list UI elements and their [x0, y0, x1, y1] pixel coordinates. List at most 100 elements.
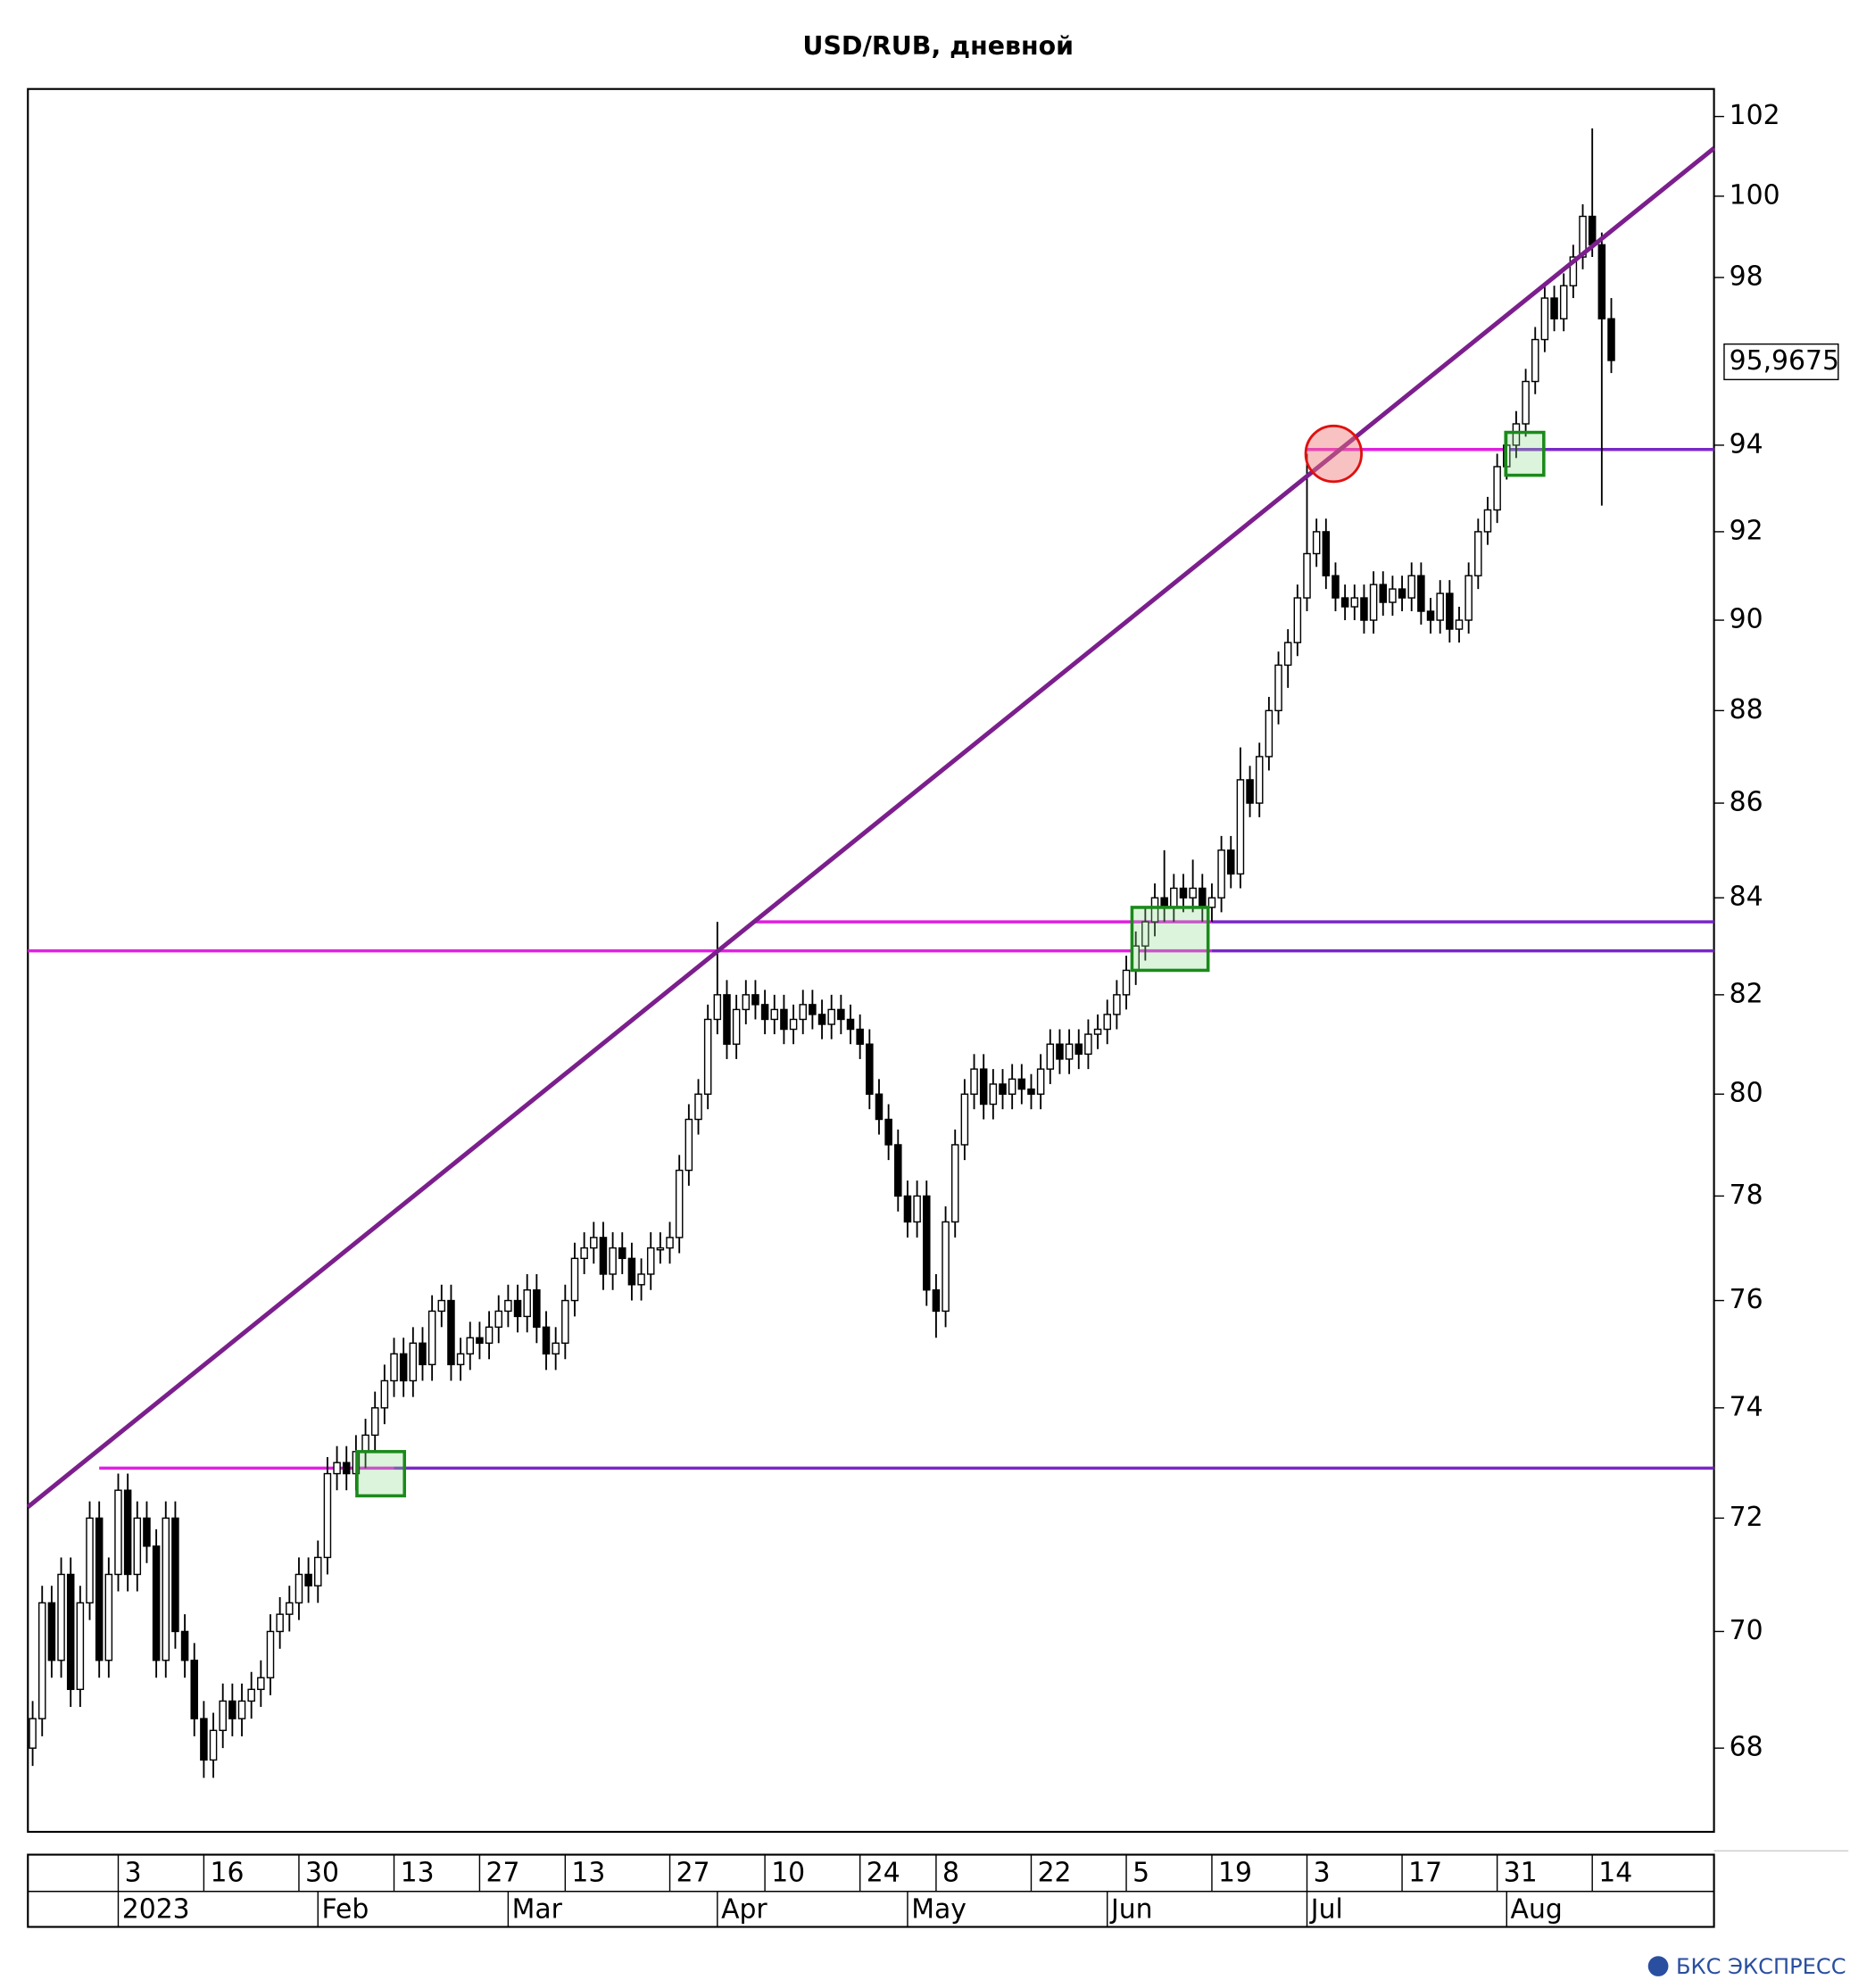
candle-body — [333, 1462, 341, 1475]
candle-body — [1332, 575, 1340, 599]
candle-body — [1189, 887, 1197, 899]
candle-body — [922, 1195, 931, 1291]
candle-body — [485, 1326, 494, 1344]
candle-body — [960, 1093, 969, 1146]
candle-body — [1312, 531, 1321, 555]
y-tick-label: 94 — [1730, 428, 1763, 460]
candle-body — [884, 1118, 892, 1146]
candle-body — [314, 1556, 322, 1586]
candle-body — [1569, 256, 1578, 286]
month-label: Jul — [1309, 1894, 1343, 1926]
candle-body — [1512, 423, 1521, 446]
candle-body — [837, 1008, 845, 1021]
candle-body — [1017, 1078, 1026, 1090]
candle-body — [1170, 887, 1178, 908]
candle-body — [133, 1517, 142, 1576]
candle-body — [570, 1257, 579, 1302]
candle-body — [237, 1700, 246, 1719]
candle-body — [609, 1247, 617, 1275]
candle-body — [703, 1018, 712, 1095]
candle-body — [913, 1195, 921, 1223]
month-label: Jun — [1109, 1894, 1153, 1926]
candle-body — [1369, 584, 1378, 621]
candle-body — [209, 1729, 218, 1761]
candle-body — [1293, 597, 1302, 643]
candle-body — [390, 1353, 398, 1382]
candle-body — [380, 1379, 389, 1409]
candle-body — [1360, 597, 1368, 621]
day-label: 10 — [771, 1857, 805, 1888]
trend-line — [26, 146, 1716, 1509]
y-tick-label: 80 — [1730, 1078, 1763, 1109]
candle-body — [456, 1353, 465, 1366]
candle-body — [1122, 969, 1131, 996]
candle-body — [684, 1118, 693, 1172]
candle-body — [751, 994, 759, 1006]
candle-body — [1350, 597, 1359, 608]
highlight-box — [1130, 906, 1210, 973]
candle-body — [447, 1299, 455, 1366]
y-tick-label: 70 — [1730, 1615, 1763, 1646]
y-tick-label: 76 — [1730, 1284, 1763, 1315]
candle-body — [1474, 531, 1482, 576]
month-label: Apr — [721, 1894, 767, 1926]
candle-body — [1246, 779, 1254, 804]
day-label: 22 — [1038, 1857, 1072, 1888]
candle-body — [561, 1299, 569, 1344]
y-tick-label: 90 — [1730, 604, 1763, 635]
candle-body — [989, 1083, 998, 1106]
candle-body — [1597, 244, 1606, 319]
candle-body — [57, 1573, 65, 1661]
candle-body — [1179, 887, 1188, 899]
candle-body — [1283, 642, 1292, 667]
candle-body — [1540, 297, 1549, 341]
y-tick-label: 84 — [1730, 882, 1763, 913]
candle-body — [1379, 584, 1388, 603]
candle-body — [590, 1237, 598, 1249]
candle-body — [1398, 588, 1406, 599]
candle-body — [1559, 285, 1568, 319]
candle-body — [1303, 552, 1311, 599]
day-label: 16 — [210, 1857, 244, 1888]
candle-body — [247, 1688, 255, 1702]
candle-body — [1493, 466, 1501, 511]
candle-body — [1550, 297, 1558, 319]
candle-body — [295, 1573, 303, 1604]
candle-body — [552, 1342, 560, 1354]
candle-body — [180, 1630, 189, 1661]
candle-body — [1207, 897, 1216, 908]
candle-body — [266, 1630, 275, 1678]
candle-body — [162, 1517, 170, 1661]
candle-body — [1150, 897, 1159, 923]
candle-body — [723, 994, 731, 1045]
candle-body — [950, 1144, 959, 1223]
candle-body — [419, 1342, 427, 1366]
candle-body — [694, 1093, 702, 1121]
candle-body — [1217, 849, 1225, 899]
candle-body — [1056, 1043, 1064, 1060]
candle-body — [1274, 664, 1282, 712]
candle-body — [827, 1008, 835, 1025]
candle-body — [780, 1008, 788, 1031]
candle-body — [200, 1718, 208, 1761]
candle-body — [494, 1310, 502, 1329]
day-label: 3 — [1314, 1857, 1331, 1888]
candle-body — [219, 1700, 227, 1732]
candle-body — [856, 1028, 864, 1045]
candle-body — [770, 1008, 779, 1021]
day-label: 30 — [305, 1857, 339, 1888]
y-tick-label: 78 — [1730, 1180, 1763, 1211]
candle-body — [866, 1043, 874, 1095]
candle-body — [1607, 318, 1615, 361]
candle-body — [1065, 1043, 1074, 1060]
candle-body — [1588, 215, 1597, 246]
candle-body — [875, 1093, 884, 1121]
month-label: Feb — [322, 1894, 369, 1926]
candle-body — [370, 1407, 379, 1437]
candle-body — [999, 1083, 1007, 1095]
candle-body — [1113, 994, 1121, 1015]
candle-body — [1036, 1068, 1045, 1095]
month-label: Aug — [1511, 1894, 1563, 1926]
candle-body — [228, 1700, 236, 1719]
